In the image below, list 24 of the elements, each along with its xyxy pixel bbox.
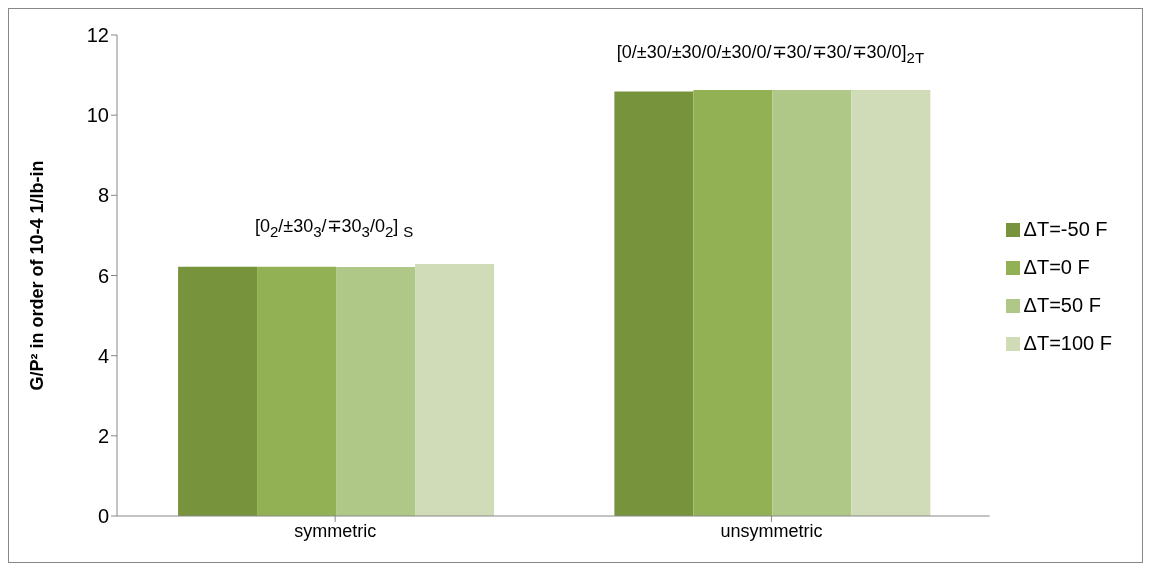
- legend-label: ΔT=100 F: [1023, 331, 1112, 354]
- y-axis-title: G/P² in order of 10-4 1/lb-in: [27, 160, 48, 391]
- legend-label: ΔT=50 F: [1023, 293, 1101, 316]
- bar: [336, 267, 416, 516]
- annotation: [0/±30/±30/0/±30/0/∓30/∓30/∓30/0]$_{2T}$: [615, 41, 926, 66]
- bar: [614, 91, 694, 516]
- bar: [178, 266, 258, 516]
- bar: [693, 89, 773, 516]
- y-tick-label: 8: [97, 184, 109, 207]
- y-tick-label: 4: [97, 344, 109, 367]
- text: [0$_{2}$/±30$_{3}$/∓30$_{3}$/0$_{2}$] $_{S}$: [254, 216, 414, 240]
- y-tick-label: 2: [97, 424, 109, 447]
- legend-label: ΔT=-50 F: [1023, 217, 1108, 240]
- x-tick-label: symmetric: [294, 520, 377, 541]
- y-tick-label: 10: [86, 104, 109, 127]
- x-tick-label: unsymmetric: [720, 520, 823, 541]
- bar: [772, 89, 852, 516]
- y-tick-label: 0: [97, 505, 109, 528]
- y-tick-label: 12: [86, 24, 109, 47]
- bar: [851, 89, 931, 516]
- y-tick-label: 6: [97, 264, 109, 287]
- bar: [257, 266, 337, 516]
- bar: [415, 263, 495, 516]
- legend-label: ΔT=0 F: [1023, 255, 1090, 278]
